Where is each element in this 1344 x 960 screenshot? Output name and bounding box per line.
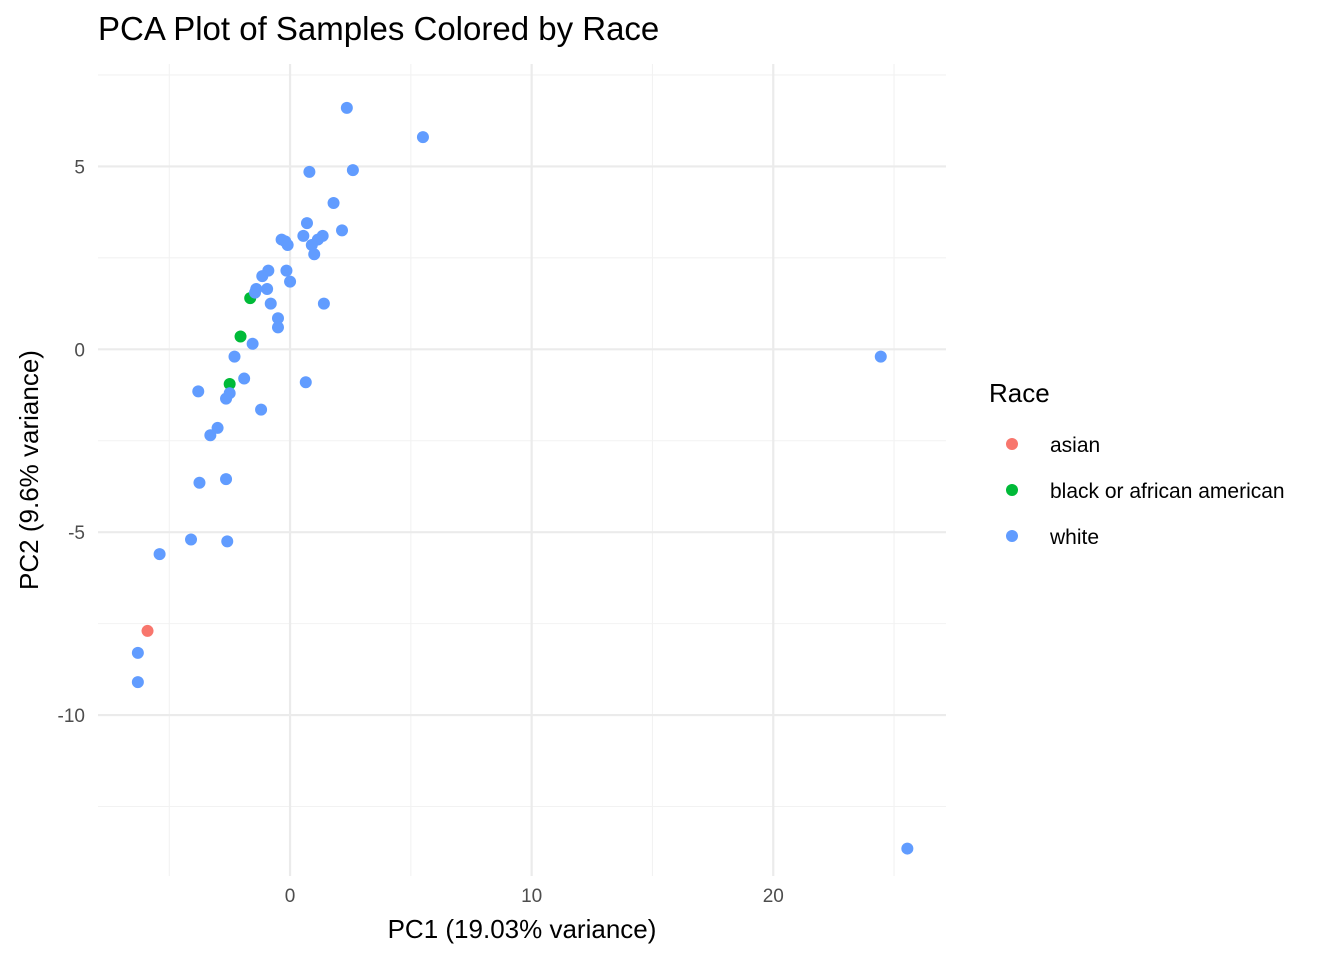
point-white [305,239,318,252]
data-points [131,101,914,855]
point-white [185,533,198,546]
point-white [153,548,166,561]
point-white [204,429,217,442]
point-white [221,535,234,548]
point-white [256,270,269,283]
legend-marker-white [1006,530,1018,542]
y-tick-label: 0 [74,340,85,361]
legend-label-asian: asian [1050,434,1100,457]
point-white [193,476,206,489]
point-white [249,286,262,299]
point-white [131,646,144,659]
point-black-or-african-american [234,330,247,343]
point-white [327,196,340,209]
legend-items: asian black or african american white [1006,434,1285,549]
point-white [308,248,321,261]
point-white [300,217,313,230]
point-white [211,421,224,434]
point-white [874,350,887,363]
point-white [299,376,312,389]
point-white [238,372,251,385]
x-axis-title: PC1 (19.03% variance) [388,914,657,944]
point-white [297,229,310,242]
point-white [255,403,268,416]
grid-layer [98,64,946,876]
point-white [416,131,429,144]
point-white [340,101,353,114]
point-white [280,264,293,277]
point-white [336,224,349,237]
point-white [271,321,284,334]
point-white [264,297,277,310]
point-white [131,676,144,689]
legend-label-white: white [1049,526,1099,549]
legend-label-black-or-african-american: black or african american [1050,480,1285,503]
x-tick-label: 10 [521,886,542,907]
y-axis-title: PC2 (9.6% variance) [14,350,44,590]
point-white [220,392,233,405]
point-white [220,473,233,486]
point-white [192,385,205,398]
legend: Race asian black or african american white [989,378,1285,549]
point-white [261,282,274,295]
point-white [303,165,316,178]
chart-title: PCA Plot of Samples Colored by Race [98,10,659,47]
point-white [271,312,284,325]
point-white [228,350,241,363]
point-white [346,164,359,177]
y-tick-labels: -10 -5 0 5 [58,157,85,727]
point-asian [141,624,154,637]
x-tick-labels: 0 10 20 [285,886,784,907]
x-tick-label: 0 [285,886,296,907]
y-tick-label: -5 [68,523,85,544]
point-white [901,842,914,855]
y-tick-label: -10 [58,706,85,727]
legend-marker-asian [1006,438,1018,450]
legend-title: Race [989,378,1050,408]
point-black-or-african-american [223,378,236,391]
point-white [246,337,259,350]
legend-marker-black-or-african-american [1006,484,1018,496]
y-tick-label: 5 [74,157,85,178]
x-tick-label: 20 [763,886,784,907]
point-white [284,275,297,288]
point-white [281,239,294,252]
point-white [317,297,330,310]
